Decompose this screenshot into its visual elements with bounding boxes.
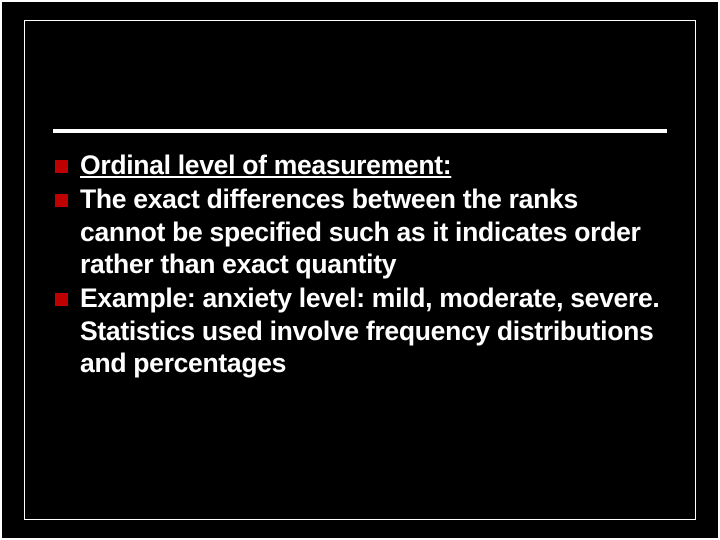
slide-inner-frame: Ordinal level of measurement: The exact …: [24, 20, 696, 520]
horizontal-divider: [53, 129, 667, 133]
content-area: Ordinal level of measurement: The exact …: [55, 149, 665, 381]
bullet-text: The exact differences between the ranks …: [80, 183, 665, 280]
list-item: Example: anxiety level: mild, moderate, …: [55, 282, 665, 379]
square-bullet-icon: [55, 194, 68, 207]
list-item: The exact differences between the ranks …: [55, 183, 665, 280]
bullet-text: Example: anxiety level: mild, moderate, …: [80, 282, 665, 379]
list-item: Ordinal level of measurement:: [55, 149, 665, 181]
square-bullet-icon: [55, 293, 68, 306]
bullet-text: Ordinal level of measurement:: [80, 149, 451, 181]
slide-frame: Ordinal level of measurement: The exact …: [0, 0, 720, 540]
square-bullet-icon: [55, 160, 68, 173]
